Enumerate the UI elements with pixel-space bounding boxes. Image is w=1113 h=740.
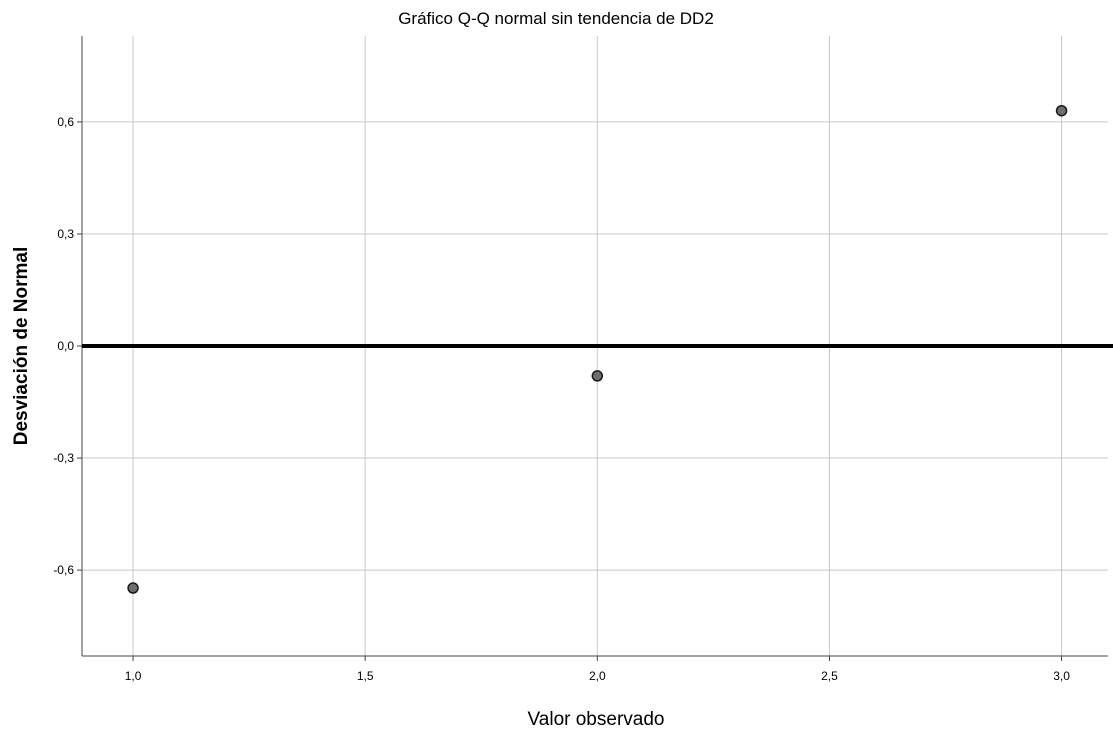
x-axis-label: Valor observado [528,709,665,730]
data-points [127,104,1068,594]
y-tick-label: -0,3 [53,451,74,465]
x-tick-label: 1,5 [357,669,374,683]
x-tick-label: 2,5 [821,669,838,683]
x-tick-label: 1,0 [125,669,142,683]
data-point [1055,104,1068,117]
chart-title: Gráfico Q-Q normal sin tendencia de DD2 [398,9,714,28]
y-tick-label: 0,6 [57,115,74,129]
data-point [591,370,604,382]
y-tick-label: 0,3 [57,227,74,241]
data-point [127,582,139,594]
x-tick-label: 3,0 [1053,669,1070,683]
axes [77,36,1108,661]
x-tick-label: 2,0 [589,669,606,683]
y-tick-label: -0,6 [53,563,74,577]
tick-labels: 1,0 1,5 2,0 2,5 3,0 -0,6 -0,3 0,0 0,3 0,6 [53,115,1070,683]
y-tick-label: 0,0 [57,339,74,353]
y-axis-label: Desviación de Normal [11,247,32,446]
